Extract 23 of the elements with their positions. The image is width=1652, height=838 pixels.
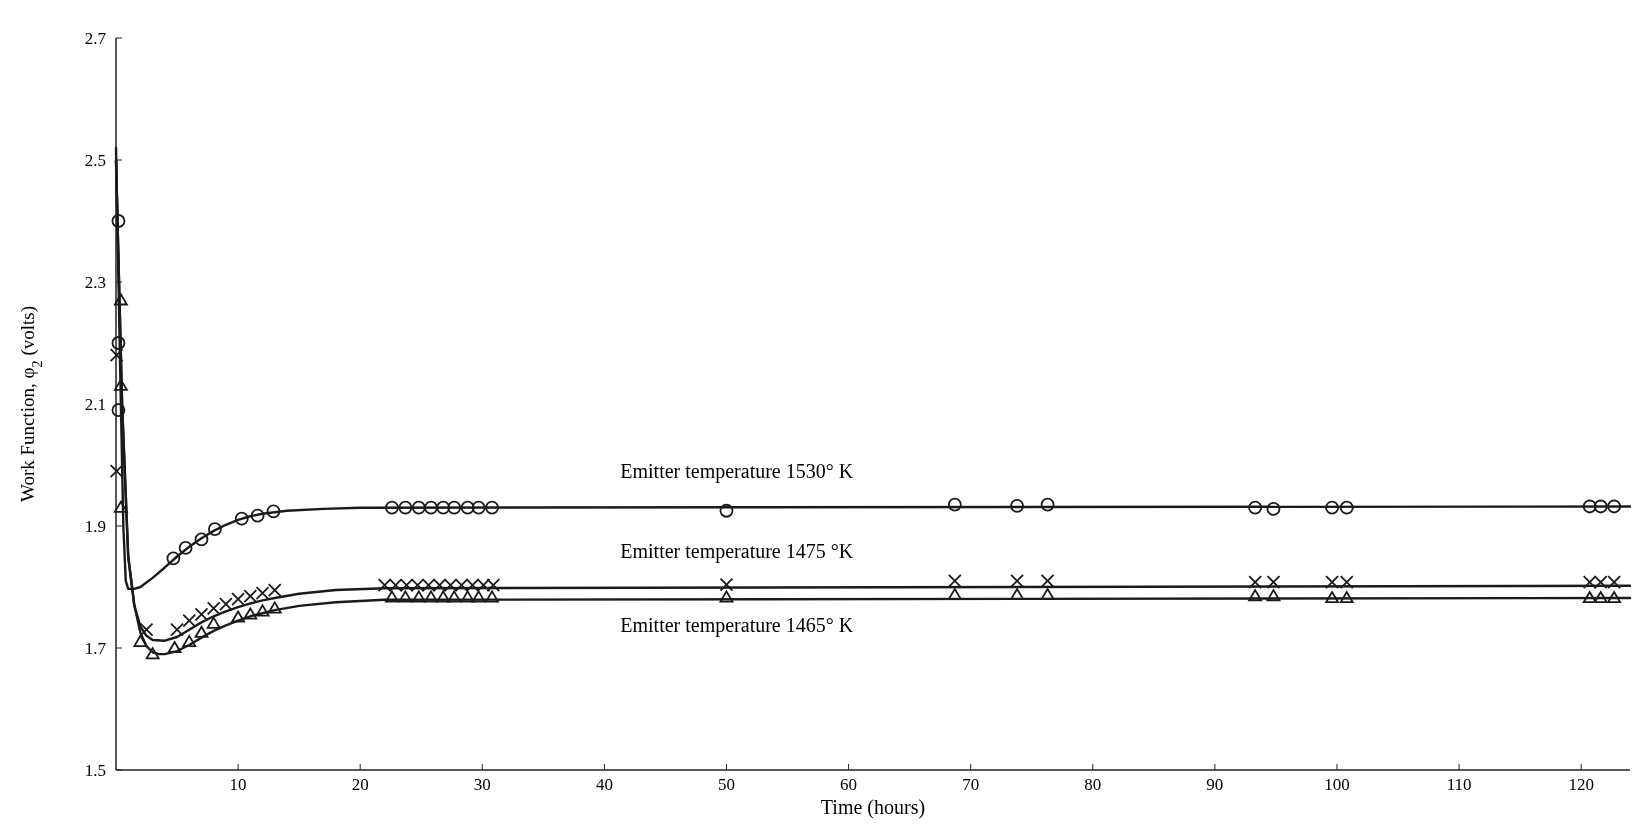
x-tick-label: 10 bbox=[229, 775, 247, 794]
x-tick-label: 90 bbox=[1206, 775, 1224, 794]
y-tick-label: 2.3 bbox=[84, 272, 106, 292]
y-tick-label: 1.7 bbox=[84, 638, 107, 658]
x-axis-title: Time (hours) bbox=[820, 796, 926, 819]
x-tick-label: 120 bbox=[1568, 775, 1594, 794]
y-tick-label: 1.5 bbox=[84, 760, 106, 780]
series-label: Emitter temperature 1475 °K bbox=[620, 539, 854, 563]
x-tick-label: 100 bbox=[1324, 775, 1350, 794]
x-tick-label: 30 bbox=[473, 775, 491, 794]
x-tick-label: 110 bbox=[1446, 775, 1472, 794]
x-tick-label: 50 bbox=[717, 775, 735, 794]
x-tick-label: 70 bbox=[962, 775, 980, 794]
series-label: Emitter temperature 1530° K bbox=[620, 460, 854, 484]
x-tick-label: 20 bbox=[351, 775, 369, 794]
y-tick-label: 1.9 bbox=[84, 516, 106, 536]
x-tick-label: 60 bbox=[840, 775, 858, 794]
y-tick-label: 2.1 bbox=[84, 394, 106, 414]
series-label: Emitter temperature 1465° K bbox=[620, 613, 854, 637]
y-tick-label: 2.7 bbox=[84, 28, 107, 48]
x-tick-label: 80 bbox=[1084, 775, 1102, 794]
x-tick-label: 40 bbox=[595, 775, 613, 794]
y-tick-label: 2.5 bbox=[84, 150, 106, 170]
